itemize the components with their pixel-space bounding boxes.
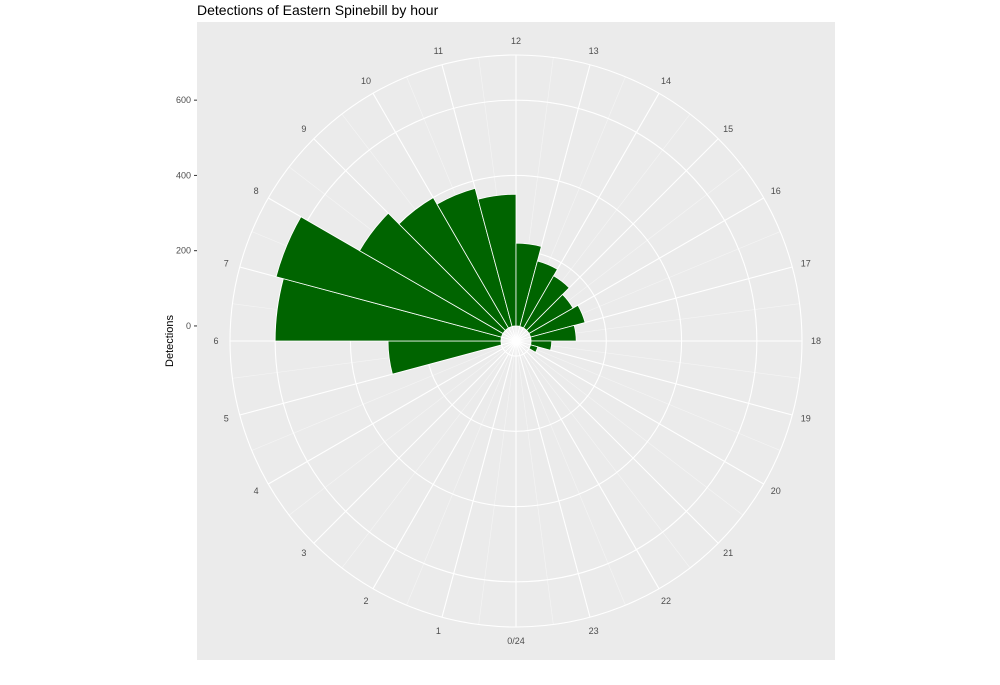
- minor-spoke: [288, 340, 517, 516]
- bar-hour-18: [530, 340, 553, 351]
- hour-label: 10: [361, 76, 371, 86]
- hour-label: 7: [224, 258, 229, 268]
- bar-hour-19: [528, 344, 539, 353]
- y-tick-label: 200: [176, 246, 191, 256]
- bar-hour-7: [275, 216, 504, 338]
- bar-hour-9: [398, 197, 510, 331]
- bar-hour-16: [528, 304, 586, 338]
- minor-spoke: [478, 340, 517, 625]
- bar-hour-10: [436, 187, 513, 329]
- hour-label: 3: [301, 548, 306, 558]
- minor-spoke: [406, 340, 517, 606]
- y-tick-label: 600: [176, 95, 191, 105]
- y-axis: 0 200 400 600: [176, 95, 197, 331]
- minor-spoke: [515, 340, 744, 516]
- major-spoke: [515, 340, 764, 485]
- hour-labels: 0/24123456789101112131415161718192021222…: [213, 36, 821, 646]
- minor-spoke: [515, 340, 800, 379]
- bar-hour-11: [477, 193, 517, 327]
- hour-label: 17: [801, 258, 811, 268]
- minor-spoke: [515, 340, 554, 625]
- minor-spoke: [515, 340, 626, 606]
- hour-label: 0/24: [507, 636, 525, 646]
- hour-label: 8: [254, 186, 259, 196]
- major-spoke: [515, 340, 793, 416]
- major-spoke: [441, 340, 517, 618]
- chart-title: Detections of Eastern Spinebill by hour: [197, 2, 439, 18]
- hour-label: 4: [254, 486, 259, 496]
- bar-hour-12: [515, 242, 542, 327]
- hour-label: 15: [723, 124, 733, 134]
- major-spoke: [268, 340, 517, 485]
- hour-label: 19: [801, 414, 811, 424]
- hour-label: 1: [436, 626, 441, 636]
- hour-label: 11: [434, 46, 443, 56]
- bar-hour-14: [522, 275, 570, 331]
- minor-spoke: [515, 340, 691, 569]
- hour-label: 6: [213, 336, 218, 346]
- y-tick-label: 400: [176, 170, 191, 180]
- major-spoke: [515, 340, 591, 618]
- minor-spoke: [515, 340, 781, 451]
- bar-hour-13: [519, 260, 558, 329]
- bars-layer: [274, 187, 586, 375]
- hour-label: 14: [661, 76, 671, 86]
- hour-label: 2: [363, 596, 368, 606]
- hour-label: 5: [224, 414, 229, 424]
- bar-hour-17: [530, 324, 577, 342]
- hour-label: 12: [511, 36, 521, 46]
- hour-label: 13: [589, 46, 599, 56]
- hour-label: 9: [301, 124, 306, 134]
- bar-hour-8: [359, 212, 506, 335]
- hour-label: 22: [661, 596, 671, 606]
- minor-spoke: [251, 340, 517, 451]
- major-spoke: [372, 340, 517, 589]
- major-spoke: [515, 340, 719, 544]
- hour-label: 16: [771, 186, 781, 196]
- major-spoke: [515, 340, 660, 589]
- minor-spoke: [341, 340, 517, 569]
- hour-label: 18: [811, 336, 821, 346]
- y-tick-label: 0: [186, 321, 191, 331]
- outer-circle: [229, 54, 803, 628]
- hour-label: 23: [589, 626, 599, 636]
- major-spoke: [313, 340, 517, 544]
- hour-label: 20: [771, 486, 781, 496]
- hour-label: 21: [723, 548, 733, 558]
- y-axis-label: Detections: [164, 315, 176, 367]
